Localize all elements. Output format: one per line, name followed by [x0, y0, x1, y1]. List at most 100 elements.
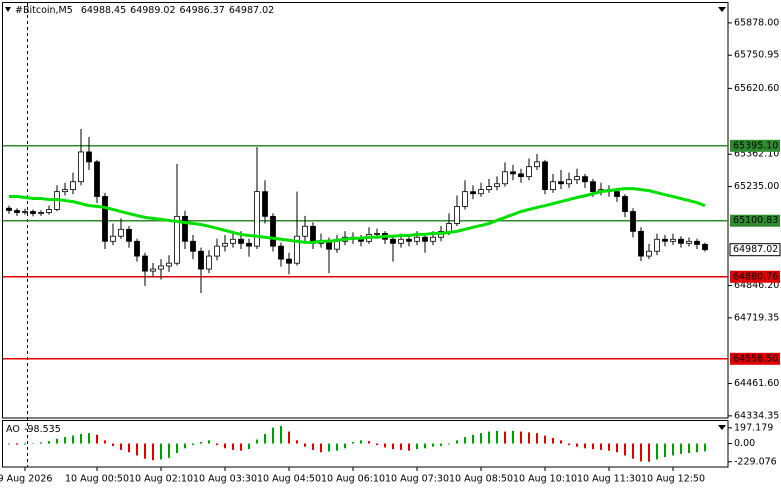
candle-body	[510, 171, 516, 175]
chart-header: #Bitcoin,M5 64988.45 64989.02 64986.37 64987…	[15, 5, 274, 16]
ao-bar	[584, 443, 586, 449]
candle-body	[390, 238, 396, 244]
candle-body	[630, 211, 636, 232]
ao-bar	[48, 441, 50, 444]
candle-body	[494, 183, 500, 187]
y-tick-label: 0.00	[734, 438, 755, 449]
moving-average	[9, 187, 706, 244]
candle-body	[294, 235, 300, 264]
candle-body	[374, 233, 380, 235]
candle-body	[94, 161, 100, 197]
candle-body	[126, 228, 132, 242]
ao-bar	[32, 443, 34, 444]
candle-body	[702, 243, 708, 251]
ao-bar	[328, 443, 330, 452]
level-label: 64880.76	[733, 271, 778, 282]
ao-bar	[192, 443, 194, 446]
x-tick-label: 10 Aug 00:50	[65, 474, 129, 485]
ao-bar	[136, 443, 138, 456]
level-label-box	[730, 270, 780, 283]
x-tick-label: 10 Aug 02:10	[129, 474, 193, 485]
candle-body	[574, 176, 580, 181]
x-tick-label: 10 Aug 07:30	[385, 474, 449, 485]
ao-bar	[512, 430, 514, 444]
candle-body	[526, 166, 532, 178]
candle-body	[398, 238, 404, 244]
y-tick-label: -229.076	[734, 456, 777, 467]
ao-bar	[368, 441, 370, 444]
candle-body	[102, 196, 108, 242]
candle-body	[670, 238, 676, 242]
ohlc-high: 64989.02	[130, 5, 175, 16]
ao-bar	[248, 443, 250, 450]
y-tick-label: 64334.35	[734, 410, 779, 421]
ao-bar	[400, 443, 402, 450]
candle-body	[454, 206, 460, 224]
ao-bar	[96, 434, 98, 444]
ao-bar	[272, 427, 274, 444]
ao-bar	[656, 443, 658, 460]
main-pane	[2, 2, 729, 419]
ohlc-close: 64987.02	[229, 5, 274, 16]
ao-bar	[112, 443, 114, 446]
ohlc-open: 64988.45	[81, 5, 126, 16]
level-label: 65395.10	[733, 140, 778, 151]
candle-body	[254, 191, 260, 247]
ao-bar	[464, 437, 466, 444]
ao-bar	[288, 431, 290, 444]
candle-body	[462, 191, 468, 207]
ao-bar	[296, 440, 298, 444]
candle-body	[694, 240, 700, 245]
ao-bar	[88, 433, 90, 444]
candle-body	[246, 242, 252, 247]
ao-bar	[64, 437, 66, 444]
candle-body	[142, 255, 148, 272]
ao-header: AO -98.535	[6, 424, 61, 435]
ao-bar	[568, 443, 570, 446]
level-label-box	[730, 139, 780, 152]
ao-bar	[480, 433, 482, 444]
ao-bar	[408, 443, 410, 451]
ao-bar	[688, 443, 690, 454]
ao-bar	[304, 443, 306, 447]
candle-body	[270, 215, 276, 247]
level-label-box	[730, 352, 780, 365]
ao-bar	[264, 433, 266, 444]
y-tick-label: 65878.00	[734, 17, 779, 28]
ao-bar	[696, 443, 698, 453]
ao-value: -98.535	[24, 424, 61, 435]
candle-body	[166, 262, 172, 267]
candle-body	[678, 238, 684, 244]
candle-body	[118, 228, 124, 237]
candle-body	[190, 240, 196, 252]
ao-bar	[544, 435, 546, 444]
candle-body	[22, 211, 28, 213]
ao-bar	[176, 443, 178, 454]
level-label: 64558.50	[733, 353, 778, 364]
candle-body	[582, 176, 588, 183]
candle-body	[662, 238, 668, 242]
x-tick-label: 10 Aug 08:50	[449, 474, 513, 485]
current-price-box	[729, 243, 781, 257]
ao-bar	[216, 443, 218, 446]
ao-bar	[440, 443, 442, 446]
ao-bar	[528, 432, 530, 444]
candle-body	[14, 210, 20, 213]
candle-body	[38, 212, 44, 214]
candle-body	[590, 181, 596, 193]
ao-bar	[616, 443, 618, 453]
ao-bar	[456, 440, 458, 444]
y-tick-label: 65750.95	[734, 50, 779, 61]
candle-body	[86, 151, 92, 163]
ao-bar	[576, 443, 578, 447]
ao-bar	[416, 443, 418, 450]
ao-bar	[376, 443, 378, 446]
ao-bar	[360, 440, 362, 444]
candle-body	[46, 209, 52, 213]
candle-body	[230, 238, 236, 244]
ao-bar	[448, 443, 450, 445]
candle-body	[430, 236, 436, 242]
candle-body	[558, 181, 564, 185]
candle-body	[110, 235, 116, 242]
